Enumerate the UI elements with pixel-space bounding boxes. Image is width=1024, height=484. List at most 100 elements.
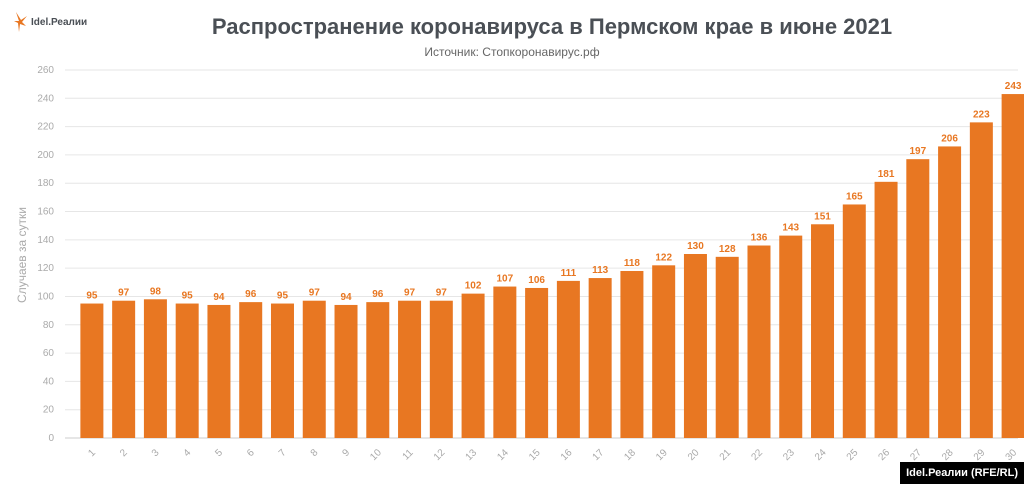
data-label: 143 bbox=[782, 223, 799, 234]
x-tick-label: 27 bbox=[908, 447, 924, 463]
y-tick-label: 40 bbox=[43, 376, 55, 387]
x-tick-label: 1 bbox=[86, 447, 98, 459]
bar bbox=[525, 287, 549, 438]
bar bbox=[1001, 94, 1024, 439]
chart-subtitle: Источник: Стопкоронавирус.рф bbox=[424, 45, 599, 59]
data-label: 151 bbox=[814, 211, 831, 222]
logo-text: Idel.Реалии bbox=[31, 16, 88, 28]
y-tick-label: 0 bbox=[48, 433, 54, 444]
bar bbox=[874, 181, 898, 439]
bar bbox=[747, 245, 771, 438]
data-label: 165 bbox=[846, 191, 863, 202]
bar bbox=[556, 280, 580, 438]
bar bbox=[239, 302, 263, 438]
data-label: 181 bbox=[878, 169, 895, 180]
data-label: 97 bbox=[118, 288, 130, 299]
x-tick-label: 30 bbox=[1004, 447, 1020, 463]
y-tick-label: 160 bbox=[37, 207, 54, 218]
bar bbox=[461, 293, 485, 438]
x-tick-label: 26 bbox=[877, 447, 893, 463]
data-label: 128 bbox=[719, 244, 736, 255]
y-axis-label: Случаев за сутки bbox=[15, 207, 29, 303]
data-label: 98 bbox=[150, 286, 162, 297]
bar bbox=[588, 278, 612, 438]
data-label: 96 bbox=[372, 289, 384, 300]
data-label: 206 bbox=[941, 133, 958, 144]
x-tick-label: 21 bbox=[718, 447, 734, 463]
bar bbox=[493, 286, 517, 438]
data-label: 97 bbox=[309, 288, 321, 299]
bar bbox=[270, 303, 294, 438]
bar bbox=[398, 300, 422, 438]
data-label: 96 bbox=[245, 289, 257, 300]
data-label: 95 bbox=[182, 291, 194, 302]
x-tick-label: 4 bbox=[182, 447, 194, 459]
x-tick-label: 3 bbox=[150, 447, 162, 459]
data-label: 243 bbox=[1005, 81, 1022, 92]
logo: Idel.Реалии bbox=[14, 12, 87, 32]
x-tick-label: 7 bbox=[277, 447, 289, 459]
x-tick-label: 8 bbox=[309, 447, 321, 459]
bar bbox=[906, 159, 930, 438]
data-label: 102 bbox=[465, 281, 482, 292]
bar bbox=[620, 270, 644, 438]
y-tick-label: 240 bbox=[37, 93, 54, 104]
bar bbox=[779, 235, 803, 438]
bar bbox=[175, 303, 199, 438]
x-tick-label: 11 bbox=[401, 447, 416, 462]
data-label: 130 bbox=[687, 241, 704, 252]
y-tick-label: 100 bbox=[37, 291, 54, 302]
x-tick-label: 25 bbox=[845, 447, 861, 463]
y-tick-label: 180 bbox=[37, 178, 54, 189]
data-label: 94 bbox=[340, 292, 352, 303]
x-tick-label: 13 bbox=[464, 447, 480, 463]
x-tick-label: 24 bbox=[813, 447, 829, 463]
x-tick-label: 19 bbox=[654, 447, 670, 463]
x-tick-label: 16 bbox=[559, 447, 575, 463]
bar bbox=[811, 224, 835, 438]
data-label: 136 bbox=[751, 233, 768, 244]
data-label: 106 bbox=[528, 275, 545, 286]
y-tick-label: 60 bbox=[43, 348, 55, 359]
x-tick-label: 20 bbox=[686, 447, 702, 463]
x-tick-label: 23 bbox=[781, 447, 797, 463]
y-tick-label: 140 bbox=[37, 235, 54, 246]
y-tick-label: 200 bbox=[37, 150, 54, 161]
data-label: 197 bbox=[909, 146, 926, 157]
y-tick-label: 80 bbox=[43, 320, 55, 331]
bar bbox=[112, 300, 136, 438]
bar bbox=[366, 302, 390, 438]
bar bbox=[334, 304, 358, 438]
data-label: 95 bbox=[86, 291, 98, 302]
y-tick-label: 260 bbox=[37, 65, 54, 76]
bar bbox=[429, 300, 453, 438]
bar bbox=[652, 265, 676, 438]
bar bbox=[938, 146, 962, 438]
y-tick-label: 220 bbox=[37, 122, 54, 133]
data-label: 107 bbox=[497, 274, 514, 285]
chart-title: Распространение коронавируса в Пермском … bbox=[212, 14, 892, 39]
x-tick-label: 12 bbox=[432, 447, 448, 463]
data-label: 122 bbox=[655, 252, 672, 263]
x-tick-label: 17 bbox=[591, 447, 607, 463]
x-tick-label: 18 bbox=[622, 447, 638, 463]
data-label: 95 bbox=[277, 291, 289, 302]
y-tick-label: 120 bbox=[37, 263, 54, 274]
bar bbox=[715, 256, 739, 438]
data-label: 118 bbox=[624, 258, 641, 269]
bar bbox=[80, 303, 104, 438]
logo-icon bbox=[14, 12, 27, 32]
data-label: 113 bbox=[592, 265, 609, 276]
x-tick-label: 9 bbox=[340, 447, 352, 459]
x-tick-label: 10 bbox=[368, 447, 384, 463]
bar bbox=[969, 122, 993, 438]
y-tick-label: 20 bbox=[43, 405, 55, 416]
x-tick-label: 14 bbox=[495, 447, 511, 463]
credit: Idel.Реалии (RFE/RL) bbox=[900, 462, 1024, 484]
data-label: 94 bbox=[213, 292, 225, 303]
x-tick-label: 28 bbox=[940, 447, 956, 463]
bar bbox=[143, 299, 167, 438]
x-tick-label: 2 bbox=[118, 447, 130, 459]
data-label: 223 bbox=[973, 109, 990, 120]
